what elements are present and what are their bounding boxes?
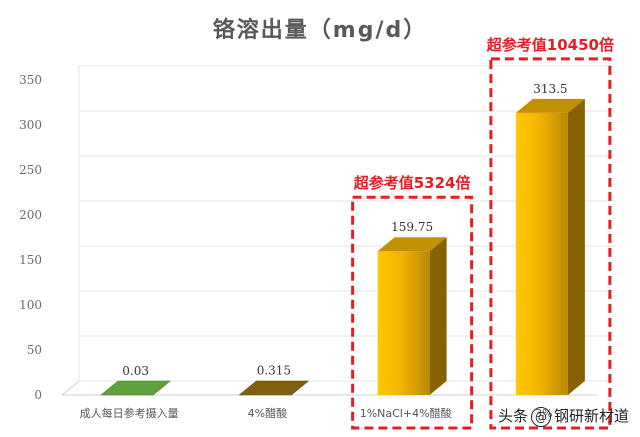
bar-3 [515,112,568,395]
value-label-1: 0.315 [257,364,291,378]
value-label-2: 159.75 [391,220,433,234]
y-tick-label-100: 100 [19,298,42,312]
floor-edge [61,380,80,396]
category-label-2: 1%NaCl+4%醋酸 [360,406,452,420]
bar-1 [238,380,310,396]
y-tick-label-150: 150 [19,253,42,267]
value-label-3: 313.5 [533,82,567,96]
highlight-box-2 [351,195,474,430]
category-label-1: 4%醋酸 [248,406,287,420]
category-label-0: 成人每日参考摄入量 [80,406,179,420]
at-icon: @ [531,406,552,427]
y-tick-label-200: 200 [19,208,42,222]
bar-top-3 [515,98,585,113]
y-tick-label-250: 250 [19,163,42,177]
watermark-text-before: 头条 [498,407,529,425]
annotation-2: 超参考值5324倍 [353,174,471,192]
bar-2 [377,251,430,395]
y-tick-label-50: 50 [27,343,42,357]
bar-side-3 [567,98,585,395]
watermark-text-after: 钢研新材道 [554,407,630,425]
value-label-0: 0.03 [122,364,149,378]
bar-side-2 [429,237,447,395]
annotation-3: 超参考值10450倍 [486,36,614,54]
bar-0 [100,380,171,396]
y-tick-label-300: 300 [19,118,42,132]
chart-title: 铬溶出量（mg/d） [212,18,428,43]
y-tick-label-0: 0 [34,388,42,402]
highlight-box-3 [489,57,612,430]
watermark: 头条 @ 钢研新材道 [498,405,629,427]
bar-top-2 [377,237,447,252]
y-tick-label-350: 350 [19,73,42,87]
